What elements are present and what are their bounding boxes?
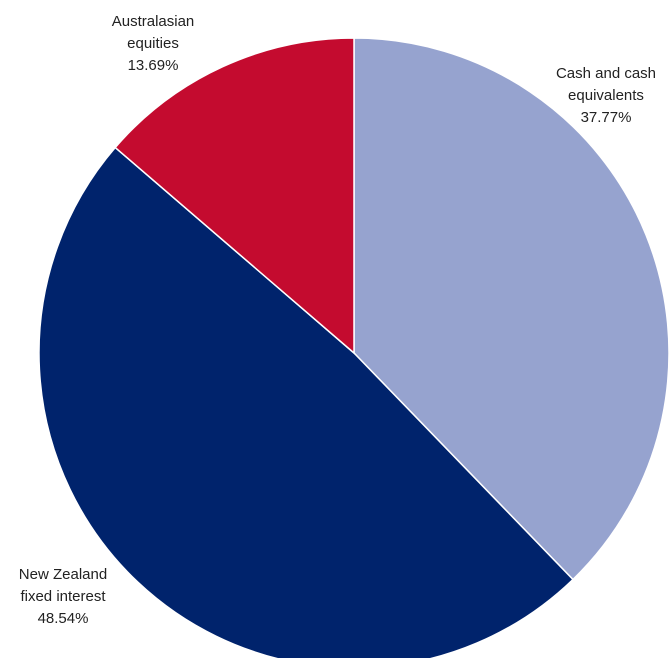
slice-category-label: equities [127,35,179,52]
pie-slice-label-2: New Zealand fixed interest 48.54% [19,566,107,627]
slice-category-label: Cash and cash [556,65,656,82]
slice-category-label: Australasian [112,13,195,30]
pie-slice-1 [353,37,669,581]
slice-value-label: 13.69% [128,57,179,74]
slice-value-label: 48.54% [38,610,89,627]
pie-labels: Cash and cash equivalents 37.77% New Zealan… [19,13,656,627]
pie-slice-label-1: Cash and cash equivalents 37.77% [556,65,656,126]
slice-category-label: fixed interest [20,588,106,605]
slice-category-label: New Zealand [19,566,107,583]
pie-slice-3 [114,37,355,355]
pie-slice-label-3: Australasian equities 13.69% [112,13,195,74]
slice-category-label: equivalents [568,87,644,104]
slice-value-label: 37.77% [581,109,632,126]
pie-slices [38,37,669,658]
pie-slice-2 [38,146,574,658]
